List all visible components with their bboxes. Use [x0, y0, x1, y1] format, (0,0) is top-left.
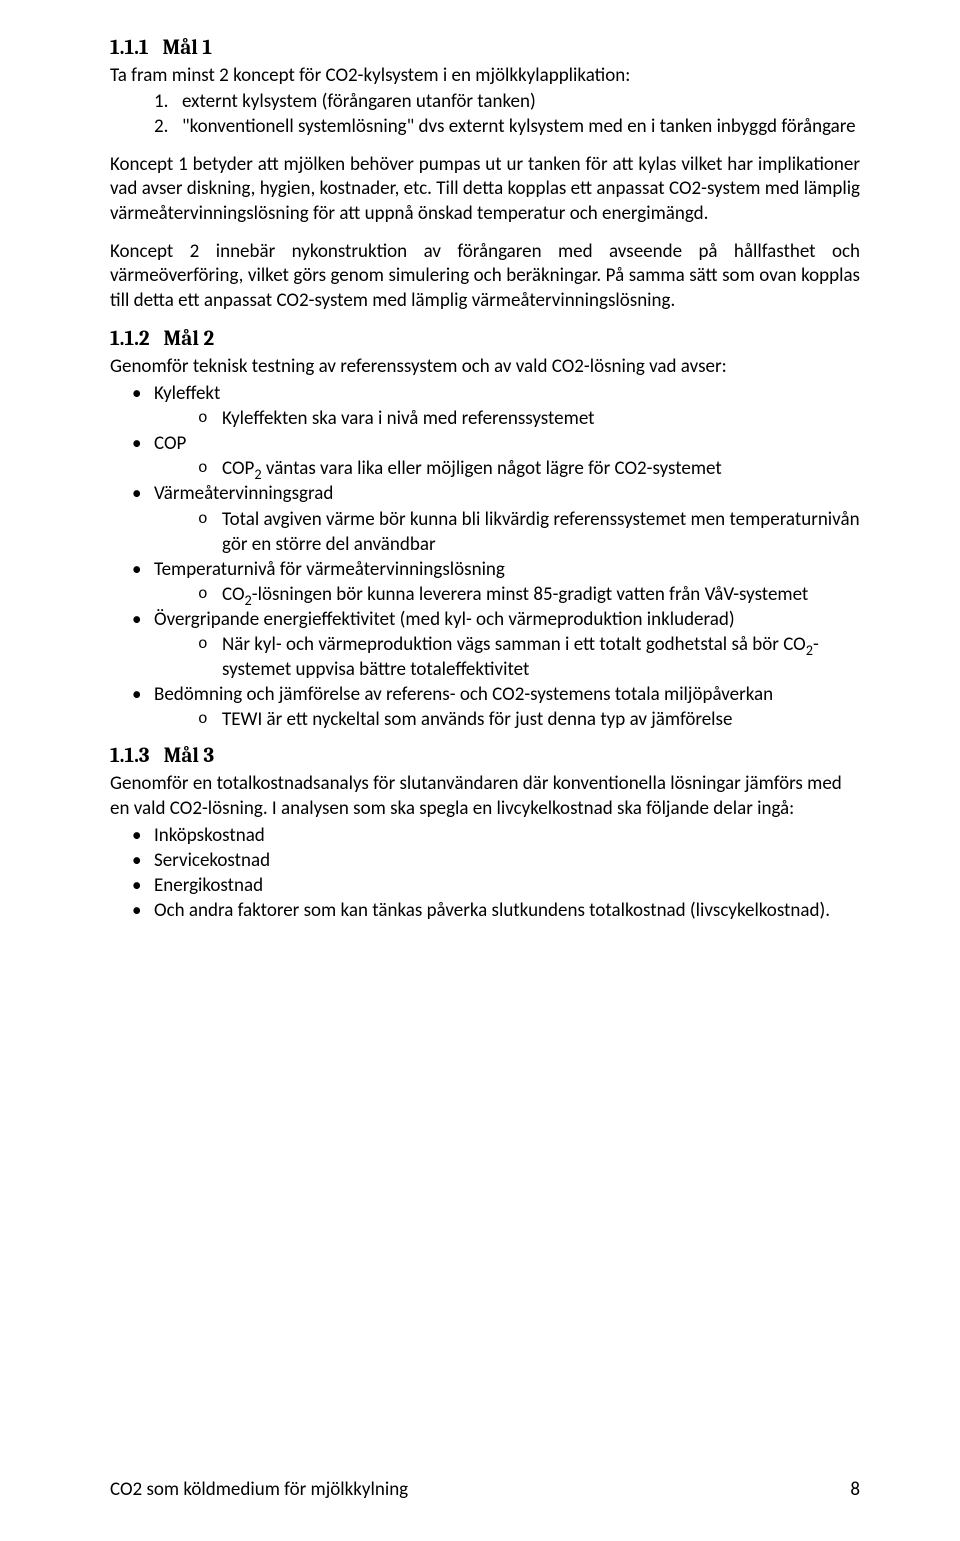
mal2-intro: Genomför teknisk testning av referenssys…	[110, 355, 860, 379]
heading-title: Mål 3	[164, 744, 215, 768]
list-item: Kyleffekt Kyleffekten ska vara i nivå me…	[154, 381, 860, 431]
mal3-intro: Genomför en totalkostnadsanalys för slut…	[110, 772, 860, 821]
list-item: Bedömning och jämförelse av referens- oc…	[154, 682, 860, 732]
list-text: externt kylsystem (förångaren utanför ta…	[182, 90, 536, 114]
sub-list-item: Kyleffekten ska vara i nivå med referens…	[198, 406, 860, 431]
sub-list: När kyl- och värmeproduktion vägs samman…	[154, 632, 860, 682]
list-item: Energikostnad	[154, 873, 860, 898]
page-number: 8	[850, 1478, 860, 1501]
mal1-paragraph-1: Koncept 1 betyder att mjölken behöver pu…	[110, 153, 860, 226]
list-item: Servicekostnad	[154, 848, 860, 873]
sub-list-item: CO2-lösningen bör kunna leverera minst 8…	[198, 582, 860, 607]
sub-list-item: Total avgiven värme bör kunna bli likvär…	[198, 507, 860, 557]
list-item: Värmeåtervinningsgrad Total avgiven värm…	[154, 481, 860, 556]
list-label: Kyleffekt	[154, 382, 220, 405]
list-marker: 1.	[154, 90, 182, 114]
list-item: 2."konventionell systemlösning" dvs exte…	[154, 115, 860, 139]
list-text: Och andra faktorer som kan tänkas påverk…	[154, 899, 830, 922]
mal2-list: Kyleffekt Kyleffekten ska vara i nivå me…	[110, 381, 860, 732]
sub-list-text: CO2-lösningen bör kunna leverera minst 8…	[222, 583, 808, 606]
list-text: "konventionell systemlösning" dvs extern…	[182, 115, 856, 139]
list-label: Bedömning och jämförelse av referens- oc…	[154, 683, 773, 706]
sub-list: Kyleffekten ska vara i nivå med referens…	[154, 406, 860, 431]
heading-mal2: 1.1.2 Mål 2	[110, 327, 860, 351]
list-text: Servicekostnad	[154, 849, 270, 872]
heading-mal1: 1.1.1 Mål 1	[110, 36, 860, 60]
sub-list-text: Total avgiven värme bör kunna bli likvär…	[222, 508, 860, 556]
sub-list-text: När kyl- och värmeproduktion vägs samman…	[222, 633, 819, 681]
sub-list-item: När kyl- och värmeproduktion vägs samman…	[198, 632, 860, 682]
sub-list-text: Kyleffekten ska vara i nivå med referens…	[222, 407, 595, 430]
list-item: Övergripande energieffektivitet (med kyl…	[154, 607, 860, 682]
list-item: 1.externt kylsystem (förångaren utanför …	[154, 90, 860, 114]
heading-number: 1.1.3	[110, 744, 150, 768]
heading-number: 1.1.1	[110, 36, 149, 60]
heading-number: 1.1.2	[110, 327, 150, 351]
sub-list-item: COP2 väntas vara lika eller möjligen någ…	[198, 456, 860, 481]
mal1-paragraph-2: Koncept 2 innebär nykonstruktion av förå…	[110, 240, 860, 313]
sub-list-text: TEWI är ett nyckeltal som används för ju…	[222, 708, 732, 731]
heading-title: Mål 1	[163, 36, 213, 60]
heading-title: Mål 2	[164, 327, 215, 351]
list-label: COP	[154, 432, 186, 455]
sub-list: TEWI är ett nyckeltal som används för ju…	[154, 707, 860, 732]
sub-list-text: COP2 väntas vara lika eller möjligen någ…	[222, 457, 722, 480]
list-text: Energikostnad	[154, 874, 263, 897]
list-item: Temperaturnivå för värmeåtervinningslösn…	[154, 557, 860, 607]
page-footer: CO2 som köldmedium för mjölkkylning 8	[110, 1478, 860, 1501]
sub-list: COP2 väntas vara lika eller möjligen någ…	[154, 456, 860, 481]
mal3-list: Inköpskostnad Servicekostnad Energikostn…	[110, 823, 860, 923]
mal1-intro: Ta fram minst 2 koncept för CO2-kylsyste…	[110, 64, 860, 88]
sub-list: CO2-lösningen bör kunna leverera minst 8…	[154, 582, 860, 607]
list-label: Värmeåtervinningsgrad	[154, 482, 333, 505]
list-label: Övergripande energieffektivitet (med kyl…	[154, 608, 735, 631]
list-item: Inköpskostnad	[154, 823, 860, 848]
list-label: Temperaturnivå för värmeåtervinningslösn…	[154, 558, 505, 581]
document-page: 1.1.1 Mål 1 Ta fram minst 2 koncept för C…	[0, 0, 960, 1541]
list-item: Och andra faktorer som kan tänkas påverk…	[154, 898, 860, 923]
list-marker: 2.	[154, 115, 182, 139]
heading-mal3: 1.1.3 Mål 3	[110, 744, 860, 768]
list-text: Inköpskostnad	[154, 824, 265, 847]
mal1-list: 1.externt kylsystem (förångaren utanför …	[110, 90, 860, 139]
footer-title: CO2 som köldmedium för mjölkkylning	[110, 1478, 408, 1501]
sub-list: Total avgiven värme bör kunna bli likvär…	[154, 507, 860, 557]
list-item: COP COP2 väntas vara lika eller möjligen…	[154, 431, 860, 481]
sub-list-item: TEWI är ett nyckeltal som används för ju…	[198, 707, 860, 732]
